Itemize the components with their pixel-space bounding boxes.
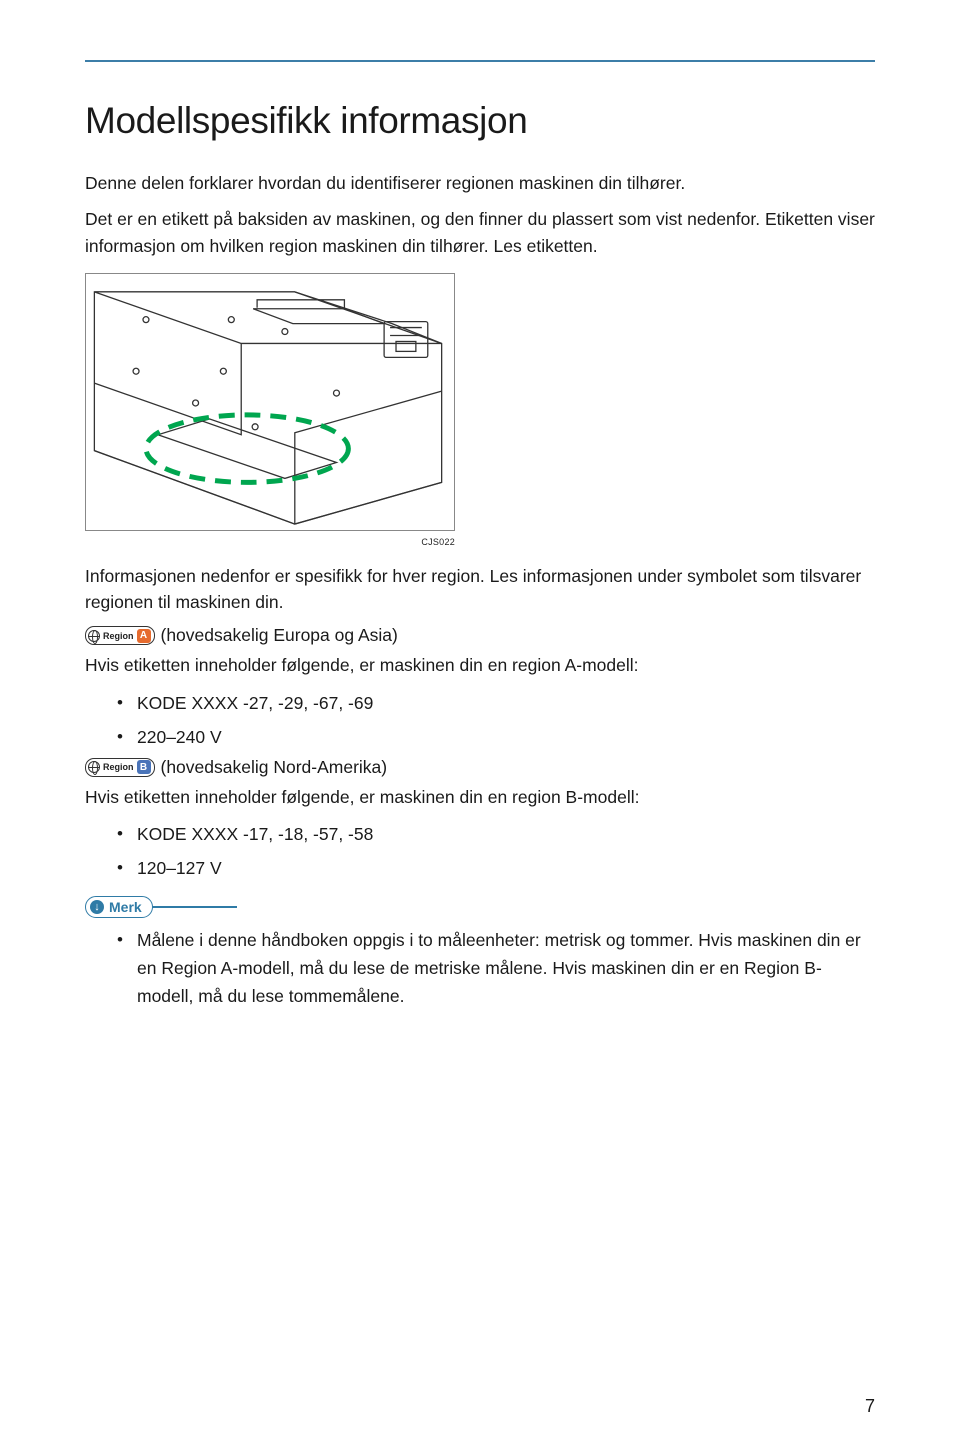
globe-icon (88, 761, 100, 773)
list-item: 220–240 V (117, 723, 875, 751)
region-a-badge: Region A (85, 626, 155, 645)
region-b-lead: Hvis etiketten inneholder følgende, er m… (85, 784, 875, 810)
page-title: Modellspesifikk informasjon (85, 100, 875, 142)
after-figure-paragraph: Informasjonen nedenfor er spesifikk for … (85, 563, 875, 616)
figure-caption: CJS022 (85, 537, 455, 547)
intro-paragraph-1: Denne delen forklarer hvordan du identif… (85, 170, 875, 196)
list-item: KODE XXXX -27, -29, -67, -69 (117, 689, 875, 717)
note-rule (152, 906, 237, 908)
note-header: ↓ Merk (85, 896, 875, 918)
region-a-header: Region A (hovedsakelig Europa og Asia) (85, 625, 875, 646)
region-b-bullets: KODE XXXX -17, -18, -57, -58 120–127 V (117, 820, 875, 882)
printer-svg: .s{stroke:#333;stroke-width:1.3;fill:non… (86, 274, 454, 530)
list-item: 120–127 V (117, 854, 875, 882)
list-item: Målene i denne håndboken oppgis i to mål… (117, 926, 875, 1010)
list-item: KODE XXXX -17, -18, -57, -58 (117, 820, 875, 848)
note-bullets: Målene i denne håndboken oppgis i to mål… (117, 926, 875, 1010)
region-b-badge-label: Region (103, 762, 134, 772)
region-a-lead: Hvis etiketten inneholder følgende, er m… (85, 652, 875, 678)
figure-printer-illustration: .s{stroke:#333;stroke-width:1.3;fill:non… (85, 273, 455, 531)
note-badge: ↓ Merk (85, 896, 153, 918)
region-b-suffix: (hovedsakelig Nord-Amerika) (161, 757, 388, 778)
note-label: Merk (109, 899, 142, 915)
region-b-header: Region B (hovedsakelig Nord-Amerika) (85, 757, 875, 778)
region-b-badge: Region B (85, 758, 155, 777)
down-arrow-icon: ↓ (90, 900, 104, 914)
region-a-bullets: KODE XXXX -27, -29, -67, -69 220–240 V (117, 689, 875, 751)
page-number: 7 (865, 1396, 875, 1417)
header-rule (85, 60, 875, 62)
region-a-suffix: (hovedsakelig Europa og Asia) (161, 625, 398, 646)
globe-icon (88, 630, 100, 642)
region-a-badge-label: Region (103, 631, 134, 641)
intro-paragraph-2: Det er en etikett på baksiden av maskine… (85, 206, 875, 259)
region-a-letter: A (137, 629, 151, 643)
label-highlight (146, 415, 348, 482)
region-b-letter: B (137, 760, 151, 774)
